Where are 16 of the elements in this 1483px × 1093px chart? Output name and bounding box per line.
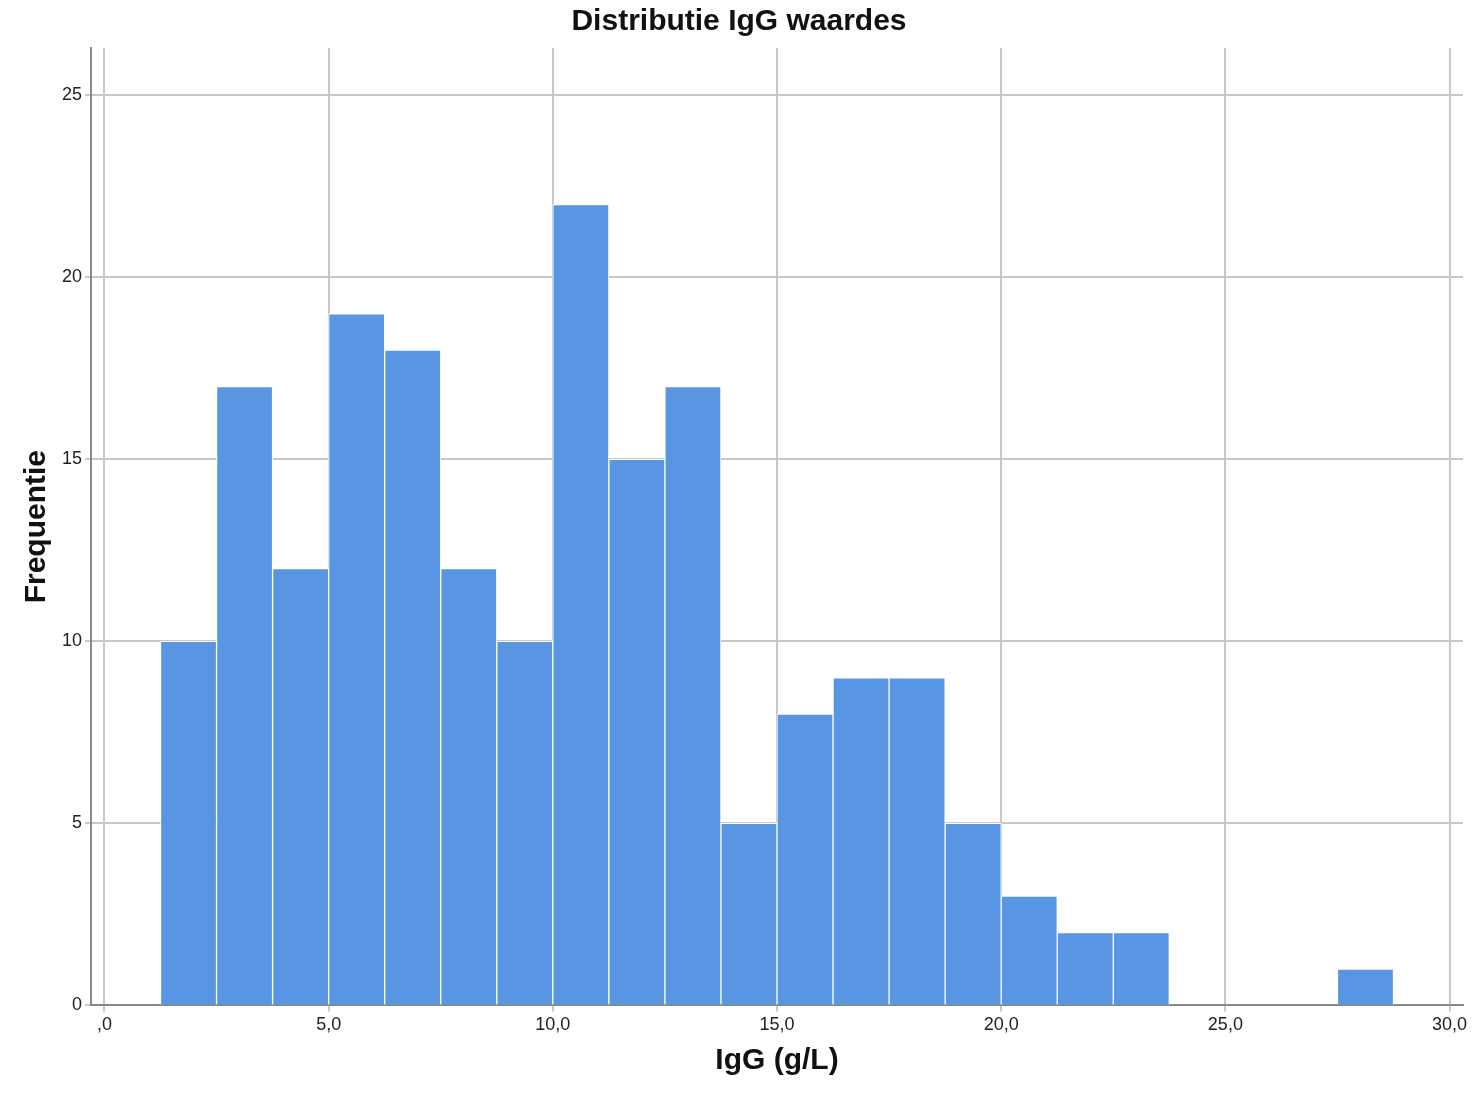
x-tick-label: 15,0: [759, 1014, 795, 1035]
x-axis-title: IgG (g/L): [715, 1042, 839, 1076]
y-axis-title: Frequentie: [18, 450, 52, 604]
x-tick-label: 5,0: [316, 1014, 342, 1035]
y-tick-label: 15: [61, 448, 83, 469]
x-tick-label: 30,0: [1432, 1014, 1468, 1035]
x-tick-label: ,0: [96, 1014, 112, 1035]
x-tick-label: 20,0: [983, 1014, 1019, 1035]
y-tick-label: 10: [61, 630, 83, 651]
x-tick-label: 25,0: [1207, 1014, 1243, 1035]
y-tick-label: 25: [61, 84, 83, 105]
y-tick-label: 20: [61, 266, 83, 287]
chart-title: Distributie IgG waardes: [571, 3, 907, 37]
y-tick-label: 0: [72, 994, 83, 1015]
y-tick-label: 5: [72, 812, 83, 833]
x-tick-label: 10,0: [535, 1014, 571, 1035]
